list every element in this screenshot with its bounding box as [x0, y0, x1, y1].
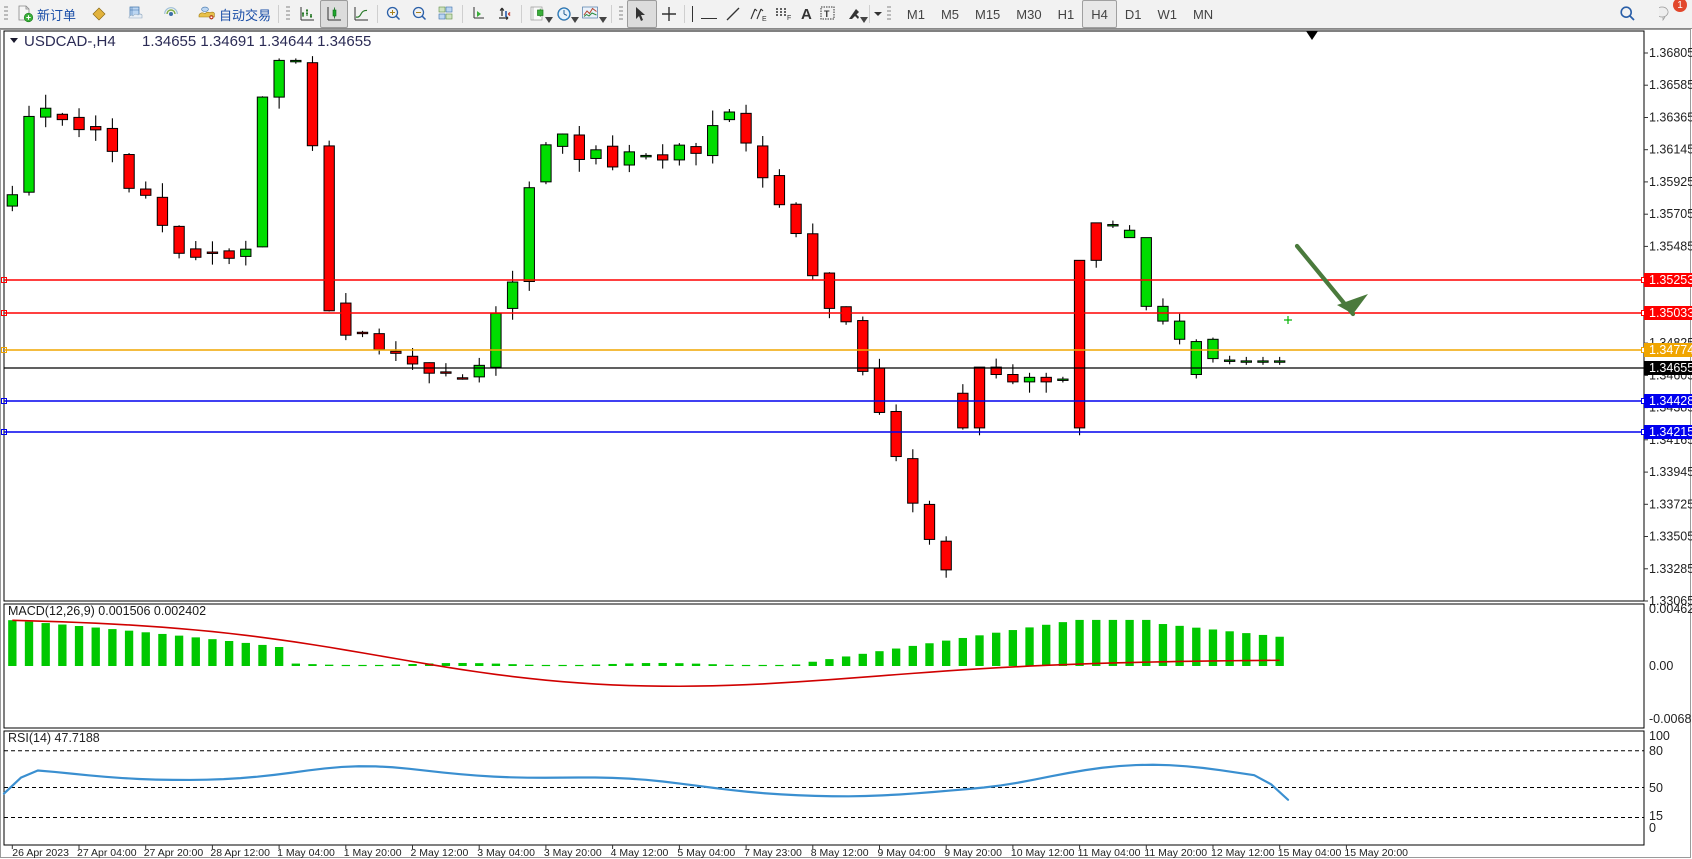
- svg-text:T: T: [824, 9, 830, 19]
- svg-text:1.33725: 1.33725: [1649, 497, 1692, 511]
- svg-text:1.35925: 1.35925: [1649, 175, 1692, 189]
- svg-text:50: 50: [1649, 781, 1663, 795]
- svg-text:26 Apr 2023: 26 Apr 2023: [12, 847, 69, 859]
- svg-text:1.34385: 1.34385: [1649, 401, 1692, 415]
- svg-text:8 May 12:00: 8 May 12:00: [811, 847, 869, 859]
- svg-text:1.34774: 1.34774: [1649, 343, 1692, 357]
- svg-text:F: F: [787, 15, 791, 21]
- svg-text:1.36805: 1.36805: [1649, 46, 1692, 60]
- svg-text:1.35253: 1.35253: [1649, 273, 1692, 287]
- svg-text:1.35045: 1.35045: [1649, 304, 1692, 318]
- svg-text:100: 100: [1649, 729, 1670, 743]
- svg-text:9 May 04:00: 9 May 04:00: [878, 847, 936, 859]
- svg-text:RSI(14) 47.7188: RSI(14) 47.7188: [8, 731, 100, 745]
- svg-text:0.00: 0.00: [1649, 659, 1673, 673]
- svg-text:15 May 20:00: 15 May 20:00: [1344, 847, 1408, 859]
- svg-text:15: 15: [1649, 809, 1663, 823]
- svg-text:1.34165: 1.34165: [1649, 433, 1692, 447]
- svg-text:1.33285: 1.33285: [1649, 562, 1692, 576]
- svg-text:1 May 20:00: 1 May 20:00: [344, 847, 402, 859]
- svg-text:1.34655: 1.34655: [1649, 361, 1692, 375]
- svg-text:1 May 04:00: 1 May 04:00: [277, 847, 335, 859]
- svg-text:1.34605: 1.34605: [1649, 368, 1692, 382]
- svg-text:1.33065: 1.33065: [1649, 594, 1692, 608]
- svg-text:0.004628: 0.004628: [1649, 602, 1692, 616]
- svg-text:2 May 12:00: 2 May 12:00: [411, 847, 469, 859]
- svg-text:0: 0: [1649, 821, 1656, 835]
- svg-text:1.35485: 1.35485: [1649, 239, 1692, 253]
- svg-text:1.35265: 1.35265: [1649, 272, 1692, 286]
- svg-text:1.34825: 1.34825: [1649, 336, 1692, 350]
- svg-text:27 Apr 04:00: 27 Apr 04:00: [77, 847, 137, 859]
- svg-text:1.36145: 1.36145: [1649, 143, 1692, 157]
- svg-text:9 May 20:00: 9 May 20:00: [944, 847, 1002, 859]
- svg-text:E: E: [762, 16, 767, 22]
- svg-text:1.33505: 1.33505: [1649, 530, 1692, 544]
- svg-text:15 May 04:00: 15 May 04:00: [1278, 847, 1342, 859]
- svg-text:27 Apr 20:00: 27 Apr 20:00: [144, 847, 204, 859]
- svg-text:80: 80: [1649, 744, 1663, 758]
- svg-text:3 May 04:00: 3 May 04:00: [477, 847, 535, 859]
- svg-text:-0.006825: -0.006825: [1649, 712, 1692, 726]
- svg-text:10 May 12:00: 10 May 12:00: [1011, 847, 1075, 859]
- svg-text:5 May 04:00: 5 May 04:00: [677, 847, 735, 859]
- svg-text:1.33945: 1.33945: [1649, 465, 1692, 479]
- svg-text:1.34428: 1.34428: [1649, 394, 1692, 408]
- svg-text:3 May 20:00: 3 May 20:00: [544, 847, 602, 859]
- svg-text:11 May 20:00: 11 May 20:00: [1144, 847, 1207, 859]
- svg-text:1.36365: 1.36365: [1649, 111, 1692, 125]
- svg-text:USDCAD-,H4: USDCAD-,H4: [24, 33, 116, 50]
- svg-text:1.34655 1.34691 1.34644 1.3465: 1.34655 1.34691 1.34644 1.34655: [142, 33, 371, 50]
- svg-text:7 May 23:00: 7 May 23:00: [744, 847, 802, 859]
- svg-text:4 May 12:00: 4 May 12:00: [611, 847, 669, 859]
- svg-text:12 May 12:00: 12 May 12:00: [1211, 847, 1275, 859]
- svg-text:1.35705: 1.35705: [1649, 207, 1692, 221]
- svg-text:1.36585: 1.36585: [1649, 78, 1692, 92]
- svg-text:MACD(12,26,9) 0.001506 0.00240: MACD(12,26,9) 0.001506 0.002402: [8, 604, 206, 618]
- svg-text:1.35033: 1.35033: [1649, 306, 1692, 320]
- svg-text:1.34215: 1.34215: [1649, 425, 1692, 439]
- svg-text:28 Apr 12:00: 28 Apr 12:00: [210, 847, 270, 859]
- svg-text:11 May 04:00: 11 May 04:00: [1078, 847, 1141, 859]
